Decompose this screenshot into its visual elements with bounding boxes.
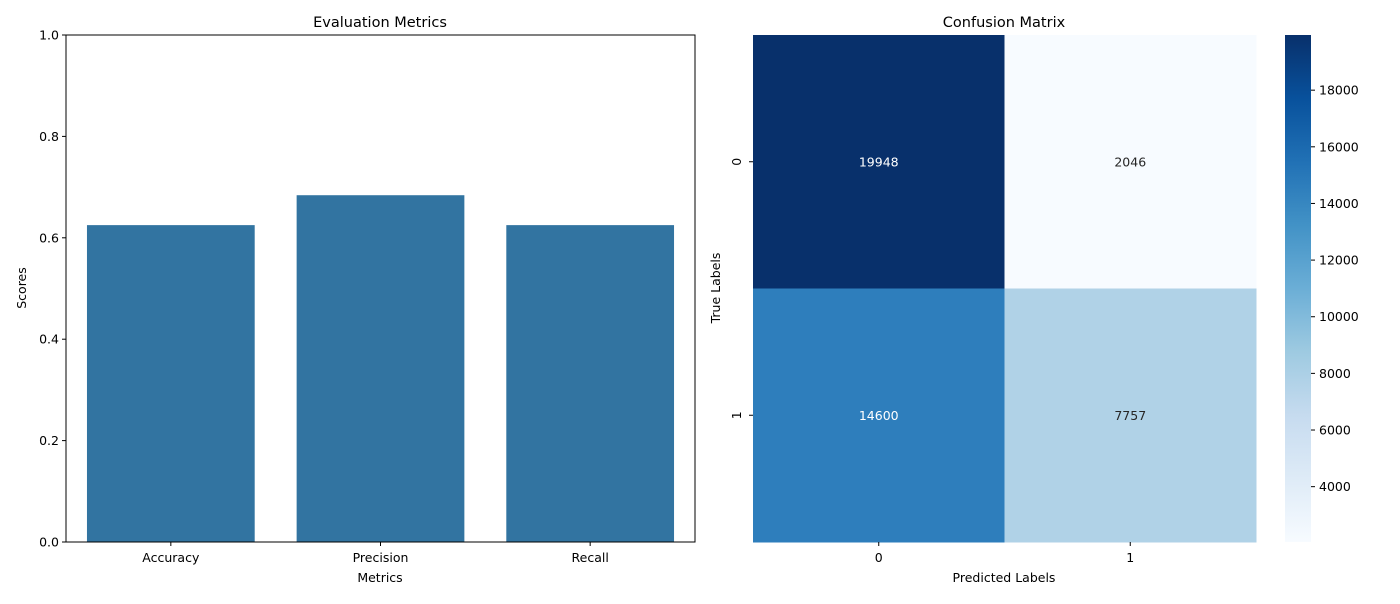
colorbar-gradient (1285, 35, 1311, 542)
heatmap-y-axis-label: True Labels (708, 253, 723, 325)
colorbar-tick-label: 8000 (1319, 366, 1351, 381)
bar-accuracy (86, 225, 255, 542)
heatmap-title: Confusion Matrix (943, 15, 1066, 31)
colorbar-tick-label: 4000 (1319, 479, 1351, 494)
bar-x-tick-label: Precision (353, 550, 409, 565)
colorbar: 4000 6000 8000 10000 12000 14000 16000 18000 (1285, 35, 1359, 542)
colorbar-tick-label: 18000 (1319, 83, 1359, 98)
bar-x-axis-label: Metrics (357, 570, 402, 585)
heatmap-cell-0-0 (753, 35, 1005, 289)
heatmap-x-axis-label: Predicted Labels (953, 570, 1056, 585)
heatmap-cell-0-1 (1004, 35, 1257, 289)
bar-y-tick-label: 0.6 (39, 230, 59, 245)
bar-chart: Evaluation Metrics 0.0 0.2 0.4 0.6 0.8 1.0 Ac… (14, 15, 696, 585)
heatmap-cell-value: 14600 (859, 408, 899, 423)
bar-chart-title: Evaluation Metrics (313, 15, 447, 31)
colorbar-tick-label: 14000 (1319, 196, 1359, 211)
heatmap-cell-1-1 (1004, 288, 1257, 543)
bar-x-tick-label: Recall (572, 550, 609, 565)
bar-recall (506, 225, 675, 542)
bar-y-tick-label: 0.0 (39, 535, 59, 550)
bar-x-tick-label: Accuracy (142, 550, 200, 565)
bar-y-tick-label: 0.2 (39, 433, 59, 448)
confusion-matrix: Confusion Matrix 19948 2046 14600 7757 0 1 0… (708, 15, 1257, 585)
heatmap-cell-value: 2046 (1114, 154, 1146, 169)
colorbar-tick-label: 12000 (1319, 253, 1359, 268)
heatmap-x-tick-label: 0 (875, 550, 883, 565)
bar-y-tick-label: 0.4 (39, 332, 59, 347)
colorbar-tick-label: 6000 (1319, 423, 1351, 438)
bar-y-tick-label: 1.0 (39, 28, 59, 43)
bar-y-axis-label: Scores (14, 267, 29, 309)
heatmap-cell-value: 7757 (1114, 408, 1146, 423)
bar-precision (296, 195, 465, 542)
bar-y-tick-label: 0.8 (39, 129, 59, 144)
colorbar-tick-label: 16000 (1319, 139, 1359, 154)
colorbar-tick-label: 10000 (1319, 309, 1359, 324)
heatmap-cell-value: 19948 (859, 154, 899, 169)
heatmap-x-tick-label: 1 (1126, 550, 1134, 565)
heatmap-y-tick-label: 0 (729, 158, 744, 166)
heatmap-y-tick-label: 1 (729, 411, 744, 419)
heatmap-cell-1-0 (753, 288, 1005, 543)
